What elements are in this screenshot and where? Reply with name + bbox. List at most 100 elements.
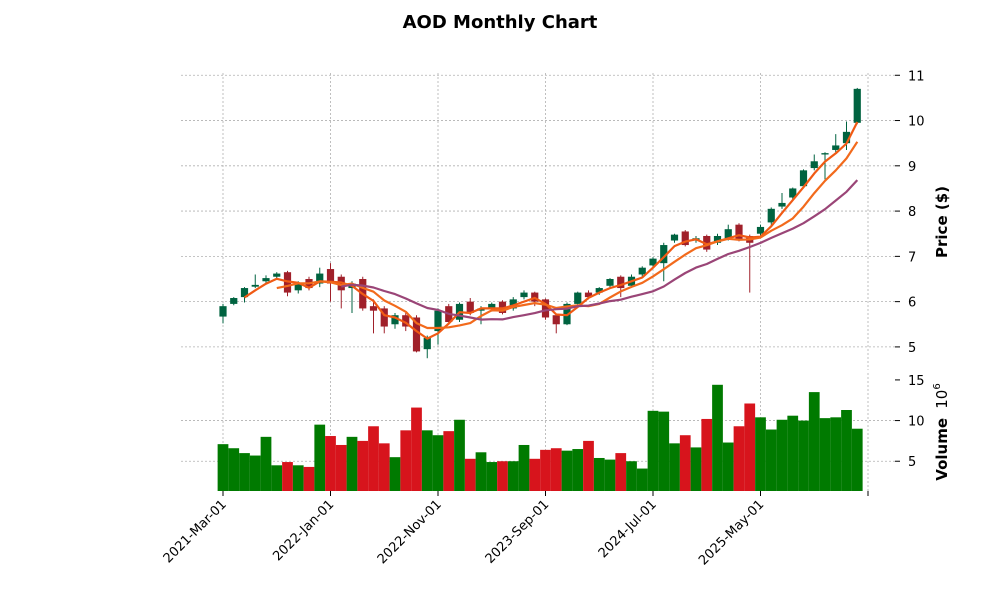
candle-body [799,170,808,187]
candle-body [520,292,528,298]
candle-body [670,234,679,241]
volume-bar [475,452,487,491]
svg-text:Volume 106: Volume 106 [932,383,951,480]
x-tick-label: 2025-May-01 [696,497,767,568]
candle-body [617,276,625,289]
volume-bar [239,453,250,491]
volume-bar [507,461,519,491]
candle-body [219,306,227,317]
candle-body [273,273,281,277]
volume-label-text: Volume [933,418,951,481]
volume-bar [411,407,422,491]
volume-bar [679,435,691,491]
volume-bar [733,426,745,491]
volume-bar [346,436,358,491]
moving-average-12 [341,179,859,321]
price-tick-label: 11 [908,69,925,84]
volume-exponent-base: 10 [933,390,951,409]
volume-bar [787,415,799,491]
volume-bar [540,449,551,491]
volume-bar [217,444,229,491]
candle-body [326,269,335,284]
volume-bar [615,453,627,491]
volume-bar [443,431,455,491]
candle-body [402,315,410,327]
candle-body [649,258,657,266]
volume-bar [335,444,347,491]
volume-axis: 5 10 15 [895,374,925,470]
volume-bar [636,468,648,491]
volume-bar [798,420,809,491]
price-tick-label: 6 [908,296,916,311]
x-tick-label: 2021-Mar-01 [161,497,230,566]
volume-bar [808,392,820,491]
volume-tick-label: 5 [908,455,916,470]
candle-body [552,315,560,325]
candle-body [574,292,582,304]
price-grid [181,73,895,370]
volume-bars [217,384,863,491]
volume-bar [378,443,390,491]
volume-bar [658,411,670,491]
x-tick-label: 2024-Jul-01 [596,497,660,561]
candle-body [466,301,474,313]
volume-bar [518,444,530,491]
price-tick-label: 5 [908,341,916,356]
volume-bar [647,410,659,491]
candle-body [488,303,496,309]
volume-bar [400,430,412,491]
candle-body [810,161,818,169]
candle-body [735,224,743,241]
volume-exponent-power: 6 [932,383,943,389]
candle-body [509,299,517,309]
price-axis-label: Price ($) [933,186,951,258]
volume-bar [572,449,584,491]
candle-body [262,278,270,282]
volume-bar [357,440,369,491]
volume-bar [228,448,240,491]
volume-bar [260,436,272,491]
price-tick-label: 10 [908,115,925,130]
candle-body [294,282,302,291]
x-tick-label: 2022-Nov-01 [375,497,445,567]
volume-bar [841,410,852,491]
candle-body [767,208,775,223]
candle-body [638,267,646,275]
candle-body [541,299,550,318]
candle-body [821,153,829,155]
candle-body [842,131,851,144]
volume-bar [497,461,508,491]
volume-bar [529,458,541,491]
candle-body [412,317,421,352]
volume-bar [292,465,304,491]
volume-bar [561,450,573,491]
volume-bar [819,418,831,491]
price-tick-label: 8 [908,205,916,220]
candle-body [584,292,593,298]
candle-body [423,337,431,350]
candle-body [251,284,259,287]
volume-bar [325,436,336,491]
candle-body [703,235,711,250]
volume-bar [593,457,605,491]
candle-body [756,226,765,234]
candle-body [789,188,797,198]
volume-bar [765,429,777,491]
moving-average-6 [276,141,859,330]
x-tick-label: 2023-Sep-01 [483,497,553,567]
candle-body [724,229,732,239]
volume-bar [712,384,723,491]
volume-bar [314,424,326,491]
candle-body [832,145,840,150]
candle-body [369,306,378,311]
volume-bar [690,447,702,491]
volume-bar [722,442,734,491]
candle-body [380,308,388,327]
price-axis: 5 6 7 8 9 10 11 [895,69,925,356]
volume-bar [583,440,594,491]
volume-bar [669,443,680,491]
price-tick-label: 9 [908,160,916,175]
moving-average-lines [243,121,859,340]
volume-axis-label: Volume 106 [932,383,951,480]
